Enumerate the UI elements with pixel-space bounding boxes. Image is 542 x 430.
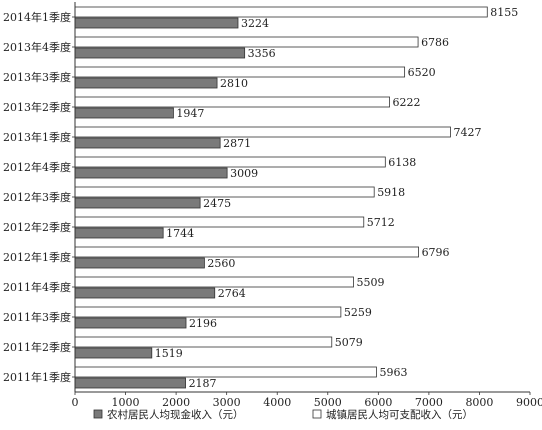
bar-urban: [74, 336, 333, 348]
x-tick-label: 9000: [516, 396, 542, 409]
bar-urban: [74, 156, 386, 168]
value-label-urban: 6796: [422, 246, 450, 259]
legend-swatch-urban: [312, 409, 322, 419]
value-label-rural: 1519: [155, 347, 183, 360]
legend-label-urban: 城镇居民人均可支配收入（元）: [326, 408, 473, 421]
value-label-rural: 3356: [248, 47, 276, 60]
value-label-urban: 6138: [388, 156, 416, 169]
category-label: 2011年4季度: [3, 280, 71, 294]
bar-rural: [74, 197, 201, 209]
bar-rural: [74, 137, 221, 149]
bar-rural: [74, 287, 216, 299]
x-tick-label: 8000: [465, 396, 493, 409]
value-label-urban: 5259: [344, 306, 372, 319]
value-label-rural: 1744: [166, 227, 194, 240]
x-tick-label: 1000: [112, 396, 140, 409]
bar-rural: [74, 47, 246, 59]
value-label-rural: 2764: [218, 287, 246, 300]
category-label: 2011年2季度: [3, 340, 71, 354]
axes: 0 1000 2000 3000 4000 5000 6000 7000 8000 9000: [72, 2, 542, 409]
bar-rural: [74, 317, 187, 329]
category-label: 2011年1季度: [3, 370, 71, 384]
value-label-urban: 8155: [490, 6, 518, 19]
category-label: 2013年4季度: [3, 40, 71, 54]
bar-urban: [74, 126, 451, 138]
value-label-urban: 5509: [357, 276, 385, 289]
value-label-urban: 6520: [408, 66, 436, 79]
bar-rural: [74, 377, 186, 389]
value-label-urban: 5712: [367, 216, 395, 229]
value-label-rural: 3009: [230, 167, 258, 180]
bar-urban: [74, 186, 375, 198]
category-label: 2013年1季度: [3, 130, 71, 144]
value-label-rural: 2560: [207, 257, 235, 270]
bar-rural: [74, 107, 174, 119]
value-label-urban: 6222: [393, 96, 421, 109]
x-tick-label: 5000: [314, 396, 342, 409]
bar-urban: [74, 36, 419, 48]
legend: 农村居民人均现金收入（元） 城镇居民人均可支配收入（元）: [93, 408, 473, 421]
category-label: 2013年2季度: [3, 100, 71, 114]
bar-urban: [74, 246, 419, 258]
value-label-urban: 5963: [379, 366, 407, 379]
bar-rural: [74, 227, 164, 239]
value-label-rural: 2475: [203, 197, 231, 210]
x-tick-label: 3000: [213, 396, 241, 409]
bar-rural: [74, 347, 153, 359]
category-label: 2012年4季度: [3, 160, 71, 174]
legend-swatch-rural: [93, 409, 103, 419]
category-label: 2011年3季度: [3, 310, 71, 324]
value-label-urban: 6786: [421, 36, 449, 49]
bar-urban: [74, 366, 377, 378]
x-tick-label: 0: [72, 396, 79, 409]
value-label-rural: 1947: [176, 107, 204, 120]
x-tick-label: 4000: [263, 396, 291, 409]
category-label: 2014年1季度: [3, 10, 71, 24]
bar-urban: [74, 6, 488, 18]
x-tick-label: 2000: [162, 396, 190, 409]
bar-urban: [74, 66, 406, 78]
bar-urban: [74, 96, 390, 108]
category-labels: 2014年1季度 2013年4季度 2013年3季度 2013年2季度 2013年1季度…: [3, 10, 71, 384]
value-label-rural: 2196: [189, 317, 217, 330]
value-label-urban: 7427: [453, 126, 481, 139]
category-label: 2013年3季度: [3, 70, 71, 84]
value-label-rural: 2187: [189, 377, 217, 390]
value-label-urban: 5079: [335, 336, 363, 349]
value-labels: 8155 3224 6786 3356 6520 2810 6222 1947 7427 2871…: [155, 6, 518, 390]
value-label-urban: 5918: [377, 186, 405, 199]
value-label-rural: 2810: [220, 77, 248, 90]
bars-group: [74, 6, 488, 389]
legend-label-rural: 农村居民人均现金收入（元）: [107, 408, 244, 421]
category-label: 2012年2季度: [3, 220, 71, 234]
value-label-rural: 3224: [241, 17, 269, 30]
bar-rural: [74, 17, 239, 29]
category-label: 2012年1季度: [3, 250, 71, 264]
bar-urban: [74, 216, 365, 228]
bar-rural: [74, 77, 218, 89]
value-label-rural: 2871: [223, 137, 251, 150]
x-tick-label: 6000: [364, 396, 392, 409]
bar-rural: [74, 257, 205, 269]
bar-urban: [74, 276, 354, 288]
bar-rural: [74, 167, 228, 179]
category-label: 2012年3季度: [3, 190, 71, 204]
bar-urban: [74, 306, 342, 318]
x-tick-label: 7000: [415, 396, 443, 409]
